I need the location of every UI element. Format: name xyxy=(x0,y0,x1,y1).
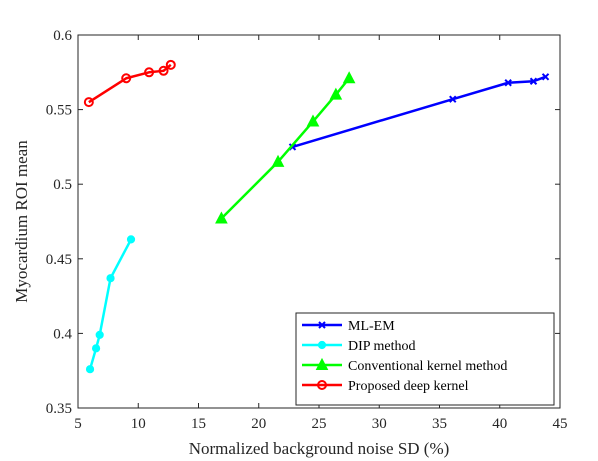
legend-marker xyxy=(315,357,329,370)
x-tick-label: 20 xyxy=(251,416,266,432)
x-tick-label: 35 xyxy=(432,416,447,432)
x-tick-label: 10 xyxy=(131,416,146,432)
data-point xyxy=(106,274,115,283)
series-layer xyxy=(83,59,550,374)
data-point xyxy=(144,67,155,78)
data-point xyxy=(126,235,136,244)
data-point xyxy=(529,77,538,85)
data-point xyxy=(85,365,95,374)
y-tick-label: 0.6 xyxy=(53,28,72,44)
data-point xyxy=(83,97,94,108)
legend-label: ML-EM xyxy=(348,319,395,334)
series-1 xyxy=(85,235,136,374)
data-point xyxy=(91,344,101,353)
x-tick-label: 40 xyxy=(492,416,507,432)
y-tick-label: 0.45 xyxy=(46,252,72,268)
data-point xyxy=(329,87,343,100)
series-3 xyxy=(83,59,176,108)
x-tick-label: 45 xyxy=(553,416,568,432)
legend-entry: Proposed deep kernel xyxy=(302,379,469,394)
data-point xyxy=(121,73,132,84)
y-axis-label: Myocardium ROI mean xyxy=(12,140,31,303)
legend-label: Conventional kernel method xyxy=(348,359,507,374)
data-point xyxy=(449,95,457,103)
tick-layer: 5 10 15 20 25 30 35 40 45 0.35 0.4 0.45 0.5 0.55 0.6 xyxy=(46,28,568,432)
data-point xyxy=(95,330,104,339)
series-line xyxy=(88,63,172,104)
legend-entry: DIP method xyxy=(302,339,416,354)
data-point xyxy=(306,114,320,127)
data-point xyxy=(165,59,176,70)
data-point xyxy=(342,71,356,84)
legend-entry: ML-EM xyxy=(302,319,395,334)
x-tick-label: 5 xyxy=(74,416,82,432)
data-point xyxy=(504,79,512,87)
legend-entry: Conventional kernel method xyxy=(302,357,507,374)
y-tick-label: 0.4 xyxy=(53,326,72,342)
y-tick-label: 0.55 xyxy=(46,103,72,119)
series-2 xyxy=(215,71,356,224)
x-axis-label: Normalized background noise SD (%) xyxy=(189,439,450,458)
legend-label: DIP method xyxy=(348,339,416,354)
x-tick-label: 25 xyxy=(312,416,327,432)
x-tick-label: 30 xyxy=(372,416,387,432)
legend: ML-EM DIP method Conventional kernel metho… xyxy=(295,312,555,406)
data-point xyxy=(271,154,285,167)
data-point xyxy=(158,65,169,76)
y-tick-label: 0.35 xyxy=(46,401,72,417)
data-point xyxy=(215,211,228,224)
legend-marker xyxy=(318,321,326,329)
y-tick-label: 0.5 xyxy=(53,177,72,193)
legend-box xyxy=(295,312,555,406)
data-point xyxy=(541,73,550,81)
legend-marker xyxy=(317,340,327,350)
x-tick-label: 15 xyxy=(191,416,206,432)
legend-marker xyxy=(317,380,327,390)
legend-label: Proposed deep kernel xyxy=(348,379,469,394)
